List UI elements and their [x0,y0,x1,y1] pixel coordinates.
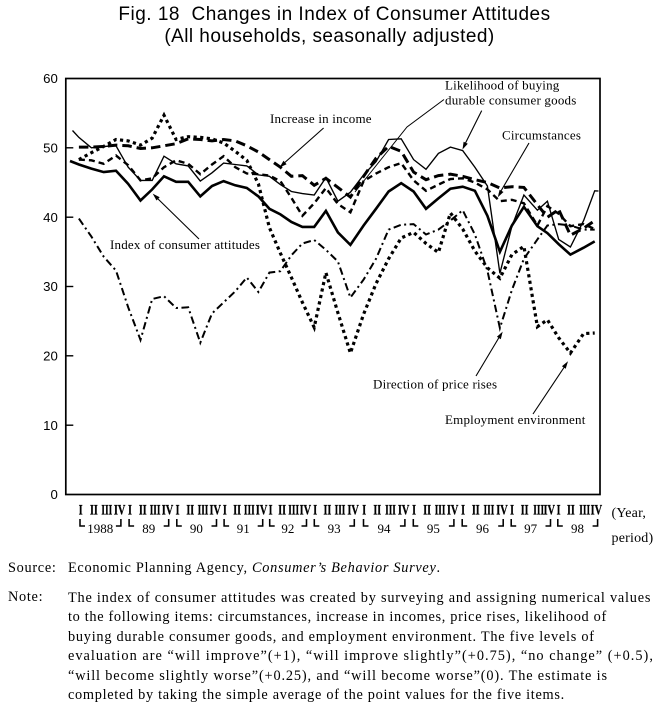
svg-text:95: 95 [427,521,440,536]
svg-text:II: II [521,503,529,519]
svg-text:II: II [139,503,147,519]
svg-text:89: 89 [142,521,155,536]
svg-text:IV: IV [210,503,222,519]
svg-text:93: 93 [328,521,341,536]
svg-text:II: II [278,503,286,519]
svg-text:III: III [150,503,161,519]
svg-text:91: 91 [237,521,250,536]
svg-text:IV: IV [347,503,359,519]
svg-text:50: 50 [43,140,58,155]
svg-text:I: I [412,503,416,519]
svg-text:20: 20 [43,348,58,363]
svg-text:III: III [335,503,346,519]
svg-text:III: III [244,503,255,519]
svg-text:IV: IV [256,503,268,519]
svg-text:I: I [79,503,83,519]
svg-text:III: III [533,503,544,519]
svg-text:I: I [313,503,317,519]
svg-text:Circumstances: Circumstances [502,128,581,143]
svg-text:IV: IV [162,503,174,519]
svg-text:III: III [385,503,396,519]
svg-text:Index of consumer attitudes: Index of consumer attitudes [110,237,260,252]
svg-text:Likelihood of buying: Likelihood of buying [445,78,560,93]
svg-text:10: 10 [43,418,58,433]
svg-text:IV: IV [544,503,556,519]
svg-text:I: I [269,503,273,519]
svg-text:97: 97 [524,521,538,536]
svg-text:I: I [461,503,465,519]
svg-text:III: III [579,503,590,519]
svg-text:Increase in income: Increase in income [270,111,372,126]
svg-text:(Year,: (Year, [612,506,647,521]
svg-text:IV: IV [114,503,126,519]
svg-text:I: I [128,503,132,519]
svg-text:II: II [472,503,480,519]
svg-text:II: II [233,503,241,519]
svg-text:I: I [362,503,366,519]
svg-text:II: II [90,503,98,519]
svg-text:60: 60 [43,71,58,86]
svg-text:0: 0 [50,487,57,502]
svg-text:IV: IV [300,503,312,519]
svg-text:40: 40 [43,210,58,225]
svg-text:durable consumer goods: durable consumer goods [445,93,576,108]
svg-text:I: I [223,503,227,519]
svg-text:III: III [435,503,446,519]
svg-text:98: 98 [571,521,584,536]
svg-text:III: III [288,503,299,519]
svg-text:I: I [557,503,561,519]
svg-text:30: 30 [43,279,58,294]
svg-text:IV: IV [496,503,508,519]
svg-text:period): period) [612,531,654,546]
svg-text:I: I [510,503,514,519]
svg-text:90: 90 [190,521,203,536]
svg-text:II: II [423,503,431,519]
svg-text:1988: 1988 [87,521,113,536]
svg-text:94: 94 [378,521,392,536]
svg-text:II: II [373,503,381,519]
svg-text:IV: IV [447,503,459,519]
svg-text:IV: IV [398,503,410,519]
svg-text:IV: IV [591,503,603,519]
svg-text:II: II [186,503,194,519]
svg-text:II: II [324,503,332,519]
svg-text:Employment environment: Employment environment [445,412,586,427]
svg-text:Direction of price rises: Direction of price rises [373,377,497,392]
svg-text:II: II [567,503,575,519]
svg-text:I: I [176,503,180,519]
svg-text:92: 92 [281,521,294,536]
svg-text:III: III [484,503,495,519]
svg-text:III: III [198,503,209,519]
svg-text:96: 96 [476,521,490,536]
svg-text:III: III [101,503,112,519]
